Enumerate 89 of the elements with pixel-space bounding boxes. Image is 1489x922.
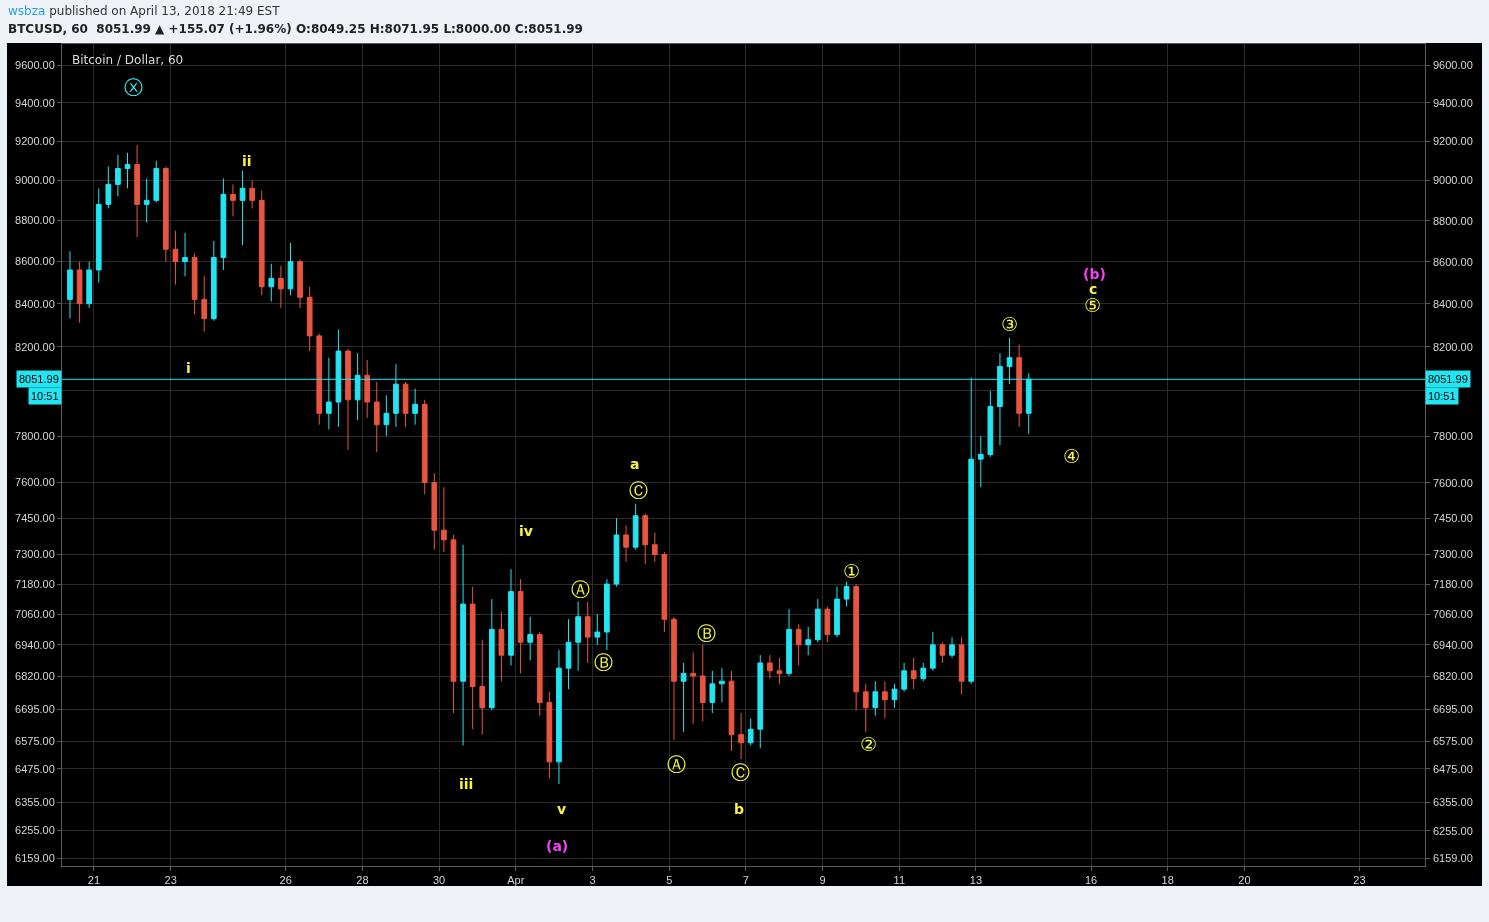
- text: 7060.00: [1433, 608, 1473, 620]
- x-tick-label: 23: [164, 874, 177, 887]
- y-tick-label: 8400.00: [15, 297, 55, 310]
- annotation: v: [557, 801, 567, 817]
- text: 9600.00: [1433, 59, 1473, 71]
- y-tick-label: 9600.00: [15, 58, 55, 71]
- y-tick-label: 6475.00: [15, 762, 55, 775]
- text: 7300.00: [1433, 548, 1473, 560]
- x-tick-label: 21: [87, 874, 101, 887]
- x-tick-label: 30: [432, 874, 446, 887]
- x-tick-label: 26: [279, 874, 292, 887]
- annotation: iii: [459, 776, 474, 792]
- text: 6355.00: [1433, 796, 1473, 808]
- annotation: b: [734, 801, 745, 817]
- y-tick-label: 6255.00: [15, 824, 55, 837]
- text: 6475.00: [1433, 763, 1473, 775]
- text: 10:51: [1428, 390, 1456, 402]
- text: 7180.00: [1433, 578, 1473, 590]
- text: 6575.00: [1433, 735, 1473, 747]
- x-tick-label: 18: [1161, 874, 1174, 887]
- text: 8200.00: [1433, 341, 1473, 353]
- y-tick-label: 8800.00: [15, 214, 55, 227]
- x-tick-label: 28: [356, 874, 369, 887]
- annotation: Ⓑ: [697, 622, 716, 644]
- y-tick-label: 6820.00: [15, 669, 55, 682]
- y-tick-label: 6355.00: [15, 796, 55, 809]
- y-tick-label: 7060.00: [15, 608, 55, 621]
- annotation: Ⓑ: [594, 651, 613, 673]
- text: 8800.00: [1433, 215, 1473, 227]
- text: 10:51: [31, 390, 59, 402]
- annotation: c: [1089, 281, 1098, 297]
- text: 6695.00: [1433, 703, 1473, 715]
- x-tick-label: 20: [1238, 874, 1251, 887]
- annotation: ii: [242, 153, 252, 169]
- y-tick-label: 9200.00: [15, 134, 55, 147]
- text: 9000.00: [1433, 174, 1473, 186]
- y-tick-label: 7600.00: [15, 476, 55, 489]
- annotation: ⑤: [1084, 294, 1102, 316]
- y-tick-label: 6159.00: [15, 852, 55, 864]
- annotation: Ⓒ: [731, 761, 750, 783]
- y-tick-label: 7450.00: [15, 511, 55, 524]
- x-tick-label: 3: [589, 874, 596, 887]
- text: 7450.00: [1433, 512, 1473, 524]
- text: 9200.00: [1433, 135, 1473, 147]
- text: 9400.00: [1433, 97, 1473, 109]
- x-tick-label: 5: [666, 874, 673, 887]
- text: 6820.00: [1433, 670, 1473, 682]
- text: Bitcoin / Dollar, 60: [72, 53, 184, 68]
- text: 6255.00: [1433, 825, 1473, 837]
- text: wsbza published on April 13, 2018 21:49 EST: [8, 4, 281, 18]
- annotation: Ⓐ: [667, 753, 686, 775]
- annotation: Ⓐ: [571, 578, 590, 600]
- y-tick-label: 7300.00: [15, 548, 55, 561]
- x-tick-label: 9: [819, 874, 826, 887]
- x-tick-label: 13: [969, 874, 983, 887]
- y-tick-label: 6575.00: [15, 735, 55, 748]
- y-tick-label: 9400.00: [15, 96, 55, 109]
- text: BTCUSD, 60 8051.99 ▲ +155.07 (+1.96%) O:8049.25 H:8071.95 L:8000.00 C:8051.99: [8, 22, 583, 36]
- text: 6159.00: [1433, 852, 1473, 864]
- x-tick-label: 23: [1353, 874, 1366, 887]
- annotation: (b): [1083, 266, 1106, 282]
- y-tick-label: 7800.00: [15, 429, 55, 442]
- ref-line-label: 8051.99: [1428, 373, 1468, 385]
- y-tick-label: 7180.00: [15, 577, 55, 590]
- x-tick-label: 11: [893, 874, 905, 887]
- x-tick-label: 7: [742, 874, 749, 887]
- text: 8600.00: [1433, 256, 1473, 268]
- annotation: ⓧ: [124, 76, 143, 98]
- text: 6940.00: [1433, 639, 1473, 651]
- annotation: ④: [1063, 445, 1081, 467]
- annotation: a: [630, 456, 640, 472]
- y-tick-label: 6940.00: [15, 638, 55, 651]
- x-tick-label: 16: [1084, 874, 1098, 887]
- text: 8051.99: [19, 373, 59, 385]
- annotation: ①: [843, 560, 861, 582]
- x-tick-label: Apr: [507, 874, 525, 887]
- y-tick-label: 9000.00: [15, 174, 55, 187]
- y-tick-label: 8600.00: [15, 255, 55, 268]
- annotation: Ⓒ: [629, 479, 648, 501]
- text: 7600.00: [1433, 477, 1473, 489]
- y-tick-label: 8200.00: [15, 340, 55, 353]
- y-tick-label: 6695.00: [15, 702, 55, 715]
- text: 7800.00: [1433, 430, 1473, 442]
- annotation: (a): [546, 838, 569, 854]
- annotation: ③: [1001, 313, 1019, 335]
- annotation: i: [186, 360, 191, 376]
- annotation: ②: [860, 733, 878, 755]
- text: 8400.00: [1433, 298, 1473, 310]
- annotation: iv: [519, 523, 533, 539]
